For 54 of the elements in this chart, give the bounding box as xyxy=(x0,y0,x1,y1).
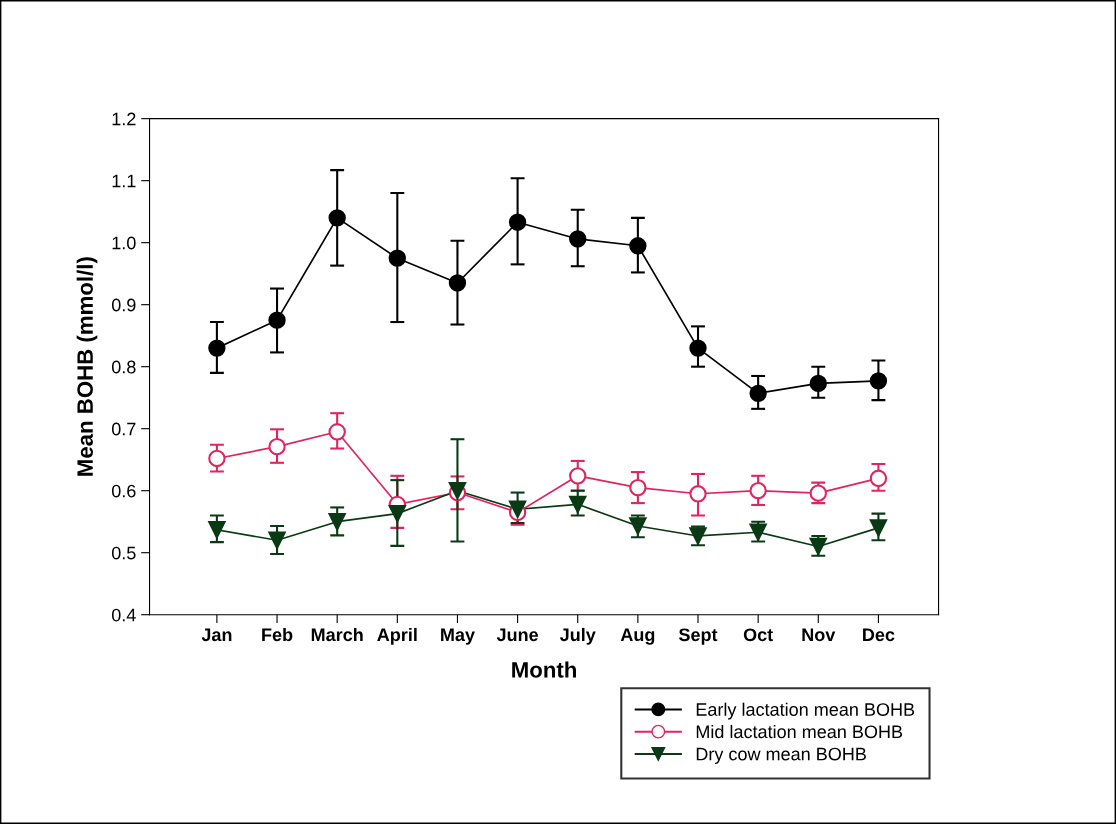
point xyxy=(208,339,226,357)
x-tick-label: June xyxy=(496,628,539,642)
point xyxy=(328,209,346,227)
y-tick-label: 0.6 xyxy=(111,484,136,498)
y-tick-label: 0.7 xyxy=(111,422,136,436)
x-tick-label: Oct xyxy=(743,628,773,642)
x-tick-label: Nov xyxy=(802,628,836,642)
x-tick-label: April xyxy=(377,627,417,645)
x-tick-label: Dec xyxy=(863,628,895,642)
point xyxy=(689,339,707,357)
y-tick-label: 0.4 xyxy=(111,608,136,622)
point xyxy=(268,531,286,549)
point xyxy=(508,213,527,231)
point xyxy=(869,372,888,390)
point xyxy=(569,467,587,485)
point xyxy=(208,449,226,468)
y-tick-label: 1.1 xyxy=(112,174,136,188)
point xyxy=(508,500,527,518)
point xyxy=(569,230,587,248)
y-tick-label: 0.9 xyxy=(111,298,136,312)
point xyxy=(328,513,346,531)
point xyxy=(328,423,346,441)
legend-label: Early lactation mean BOHB xyxy=(696,702,915,720)
point xyxy=(208,521,226,539)
point xyxy=(268,437,286,456)
x-tick-label: Feb xyxy=(262,627,293,642)
x-tick-label: Sept xyxy=(678,628,718,645)
y-axis-title: Mean BOHB (mmol/l) xyxy=(76,257,98,476)
y-tick-label: 1.2 xyxy=(112,112,136,126)
point xyxy=(569,495,587,514)
point xyxy=(869,519,888,537)
point xyxy=(388,249,406,267)
x-tick-label: Jan xyxy=(201,628,232,642)
legend-label: Dry cow mean BOHB xyxy=(696,747,866,764)
y-tick-label: 0.8 xyxy=(111,360,136,374)
point xyxy=(629,517,647,535)
x-tick-label: Aug xyxy=(620,628,655,645)
y-tick-label: 0.5 xyxy=(111,546,136,560)
point xyxy=(268,311,286,329)
point xyxy=(749,482,767,500)
x-axis-title: Month xyxy=(512,661,576,678)
point xyxy=(448,274,467,292)
point xyxy=(749,384,767,403)
point xyxy=(629,478,647,497)
x-tick-label: May xyxy=(441,628,475,645)
y-tick-label: 1.0 xyxy=(112,236,136,250)
x-tick-label: March xyxy=(311,627,363,642)
legend-label: Mid lactation mean BOHB xyxy=(696,724,903,739)
point xyxy=(809,374,827,393)
point xyxy=(689,485,707,503)
point xyxy=(629,237,647,255)
point xyxy=(388,504,406,523)
point xyxy=(869,469,888,487)
x-tick-label: July xyxy=(559,627,596,645)
